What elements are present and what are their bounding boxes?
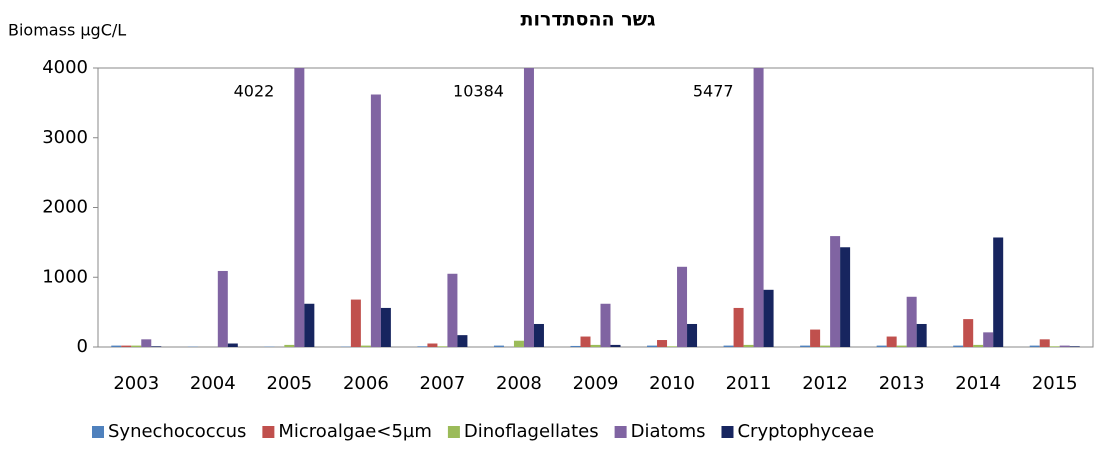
legend-swatch [448, 426, 460, 438]
legend-swatch [721, 426, 733, 438]
x-tick-label: 2012 [802, 373, 848, 394]
x-tick-label: 2015 [1032, 373, 1078, 394]
x-tick-label: 2005 [266, 373, 312, 394]
x-tick-label: 2007 [420, 373, 466, 394]
x-tick-label: 2011 [726, 373, 772, 394]
bar [657, 340, 667, 347]
bar [111, 346, 121, 347]
bar [963, 319, 973, 347]
bar [524, 0, 534, 347]
bar [1050, 346, 1060, 347]
y-tick-label: 4000 [42, 57, 88, 78]
bar [591, 345, 601, 347]
bar [581, 337, 591, 347]
bar [361, 346, 371, 347]
bar [371, 95, 381, 347]
bar [810, 330, 820, 347]
bar [897, 346, 907, 347]
bar [983, 332, 993, 347]
bar [887, 337, 897, 347]
x-tick-label: 2009 [573, 373, 619, 394]
bar [677, 267, 687, 347]
bars [111, 0, 1079, 347]
bar [687, 324, 697, 347]
bar [228, 344, 238, 347]
legend-swatch [92, 426, 104, 438]
legend-label: Cryptophyceae [737, 421, 874, 442]
value-label: 10384 [453, 82, 504, 101]
bar [417, 346, 427, 347]
x-tick-label: 2003 [113, 373, 159, 394]
y-tick-label: 1000 [42, 266, 88, 287]
legend-label: Diatoms [631, 421, 706, 442]
bar [754, 0, 764, 347]
bar [381, 308, 391, 347]
value-label: 4022 [234, 82, 275, 101]
bar [534, 324, 544, 347]
bar [121, 346, 131, 347]
bar [667, 346, 677, 347]
x-tick-label: 2008 [496, 373, 542, 394]
bar [571, 346, 581, 347]
x-tick-label: 2004 [190, 373, 236, 394]
bar [447, 274, 457, 347]
bar [734, 308, 744, 347]
bar [351, 300, 361, 347]
legend-swatch [615, 426, 627, 438]
x-tick-label: 2013 [879, 373, 925, 394]
bar [514, 341, 524, 347]
bar [647, 346, 657, 347]
plot-frame [98, 68, 1093, 347]
legend-label: Microalgae<5µm [278, 421, 432, 442]
bar [953, 346, 963, 347]
bar [611, 345, 621, 347]
bar [294, 66, 304, 347]
bar [973, 345, 983, 347]
bar [304, 304, 314, 347]
x-tick-label: 2014 [955, 373, 1001, 394]
bar [151, 346, 161, 347]
bar [744, 345, 754, 347]
bar [141, 339, 151, 347]
y-tick-label: 3000 [42, 127, 88, 148]
bar [437, 346, 447, 347]
x-tick-label: 2010 [649, 373, 695, 394]
legend-label: Dinoflagellates [464, 421, 599, 442]
bar [830, 236, 840, 347]
bar [1060, 346, 1070, 347]
bar [917, 324, 927, 347]
bar [427, 344, 437, 347]
y-tick-label: 2000 [42, 197, 88, 218]
bar [457, 335, 467, 347]
bar [800, 346, 810, 347]
bar [877, 346, 887, 347]
bar [724, 346, 734, 347]
x-tick-label: 2006 [343, 373, 389, 394]
bar [601, 304, 611, 347]
bar [1030, 346, 1040, 347]
legend-swatch [262, 426, 274, 438]
bar [218, 271, 228, 347]
bar [907, 297, 917, 347]
bar [1070, 346, 1080, 347]
bar [993, 237, 1003, 347]
bar [494, 346, 504, 347]
legend-label: Synechococcus [108, 421, 246, 442]
bar [131, 346, 141, 347]
y-tick-label: 0 [77, 336, 88, 357]
value-label: 5477 [693, 82, 734, 101]
bar [284, 345, 294, 347]
bar [764, 290, 774, 347]
chart-title: גשר ההסתדרות [520, 9, 655, 31]
bar [1040, 339, 1050, 347]
bar [820, 346, 830, 347]
bar [840, 247, 850, 347]
y-axis-label: Biomass µgC/L [8, 21, 126, 40]
